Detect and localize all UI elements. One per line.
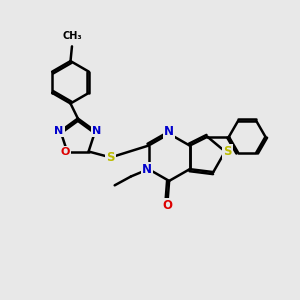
Text: S: S (106, 151, 115, 164)
Text: CH₃: CH₃ (62, 31, 82, 41)
Text: N: N (92, 126, 101, 136)
Text: S: S (223, 145, 232, 158)
Text: O: O (61, 146, 70, 157)
Text: N: N (54, 126, 64, 136)
Text: N: N (164, 125, 174, 138)
Text: N: N (142, 163, 152, 176)
Text: O: O (163, 200, 173, 212)
